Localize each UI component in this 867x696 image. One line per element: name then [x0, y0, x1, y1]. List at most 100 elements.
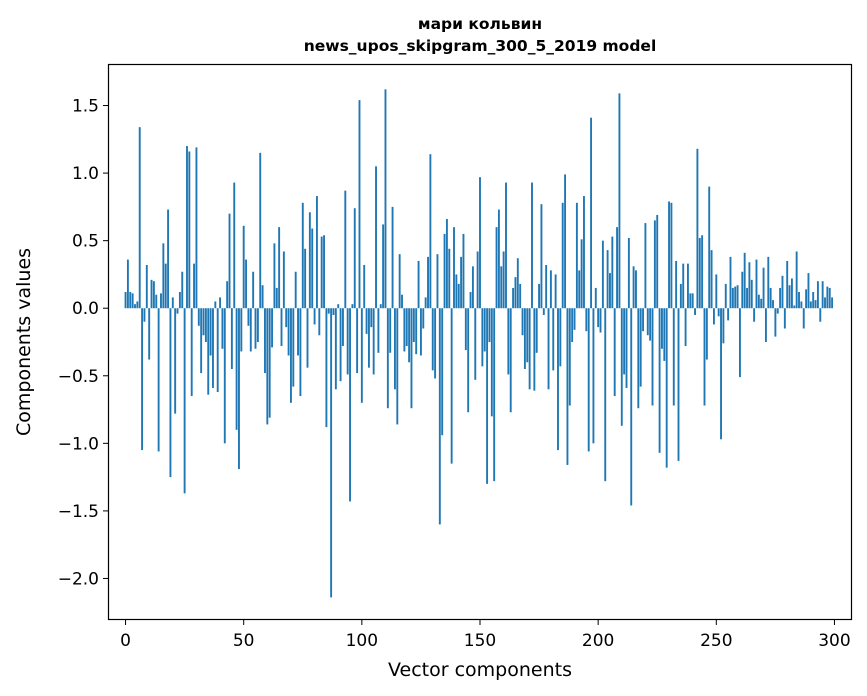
bar	[316, 196, 318, 309]
bar	[393, 308, 396, 390]
bar	[809, 301, 812, 309]
x-tick-label: 100	[346, 631, 378, 651]
bar	[781, 275, 784, 309]
bar	[245, 259, 247, 309]
bar	[795, 251, 798, 309]
bar	[542, 308, 545, 315]
bar	[490, 308, 493, 417]
bar	[507, 308, 510, 375]
bar	[249, 308, 252, 352]
bar	[644, 223, 647, 309]
bar	[684, 308, 687, 347]
bar	[755, 259, 758, 309]
bar	[720, 308, 722, 440]
bar	[611, 236, 614, 309]
bar	[675, 260, 678, 309]
bar	[816, 281, 819, 309]
bar	[479, 177, 481, 309]
bar	[186, 146, 188, 309]
bar	[509, 308, 512, 413]
bar	[167, 209, 170, 309]
y-tick-label: 1.0	[72, 164, 99, 184]
bar	[273, 243, 276, 309]
bar	[632, 266, 635, 309]
bar	[642, 308, 644, 332]
bar	[613, 308, 616, 397]
bar	[500, 266, 503, 309]
bar	[514, 277, 517, 309]
bar	[523, 308, 526, 370]
bar	[216, 308, 219, 392]
bar	[143, 308, 146, 322]
bar	[337, 304, 340, 309]
bar	[266, 308, 269, 425]
bar	[672, 308, 675, 406]
bar	[748, 262, 751, 309]
bar	[798, 292, 800, 309]
bar	[204, 308, 207, 342]
bar	[552, 308, 555, 371]
bar	[271, 308, 273, 348]
bar	[427, 256, 429, 309]
bar	[455, 274, 458, 309]
bar	[351, 304, 354, 309]
bar	[152, 281, 155, 309]
bar	[601, 240, 604, 309]
bar	[415, 308, 418, 355]
bar	[670, 202, 673, 309]
bar	[545, 264, 548, 309]
bar	[764, 308, 767, 342]
bar	[668, 201, 670, 309]
bar	[561, 202, 564, 309]
y-axis-label: Components values	[13, 248, 35, 436]
bar	[424, 297, 427, 309]
bar	[403, 308, 406, 352]
bar	[651, 308, 654, 406]
bar	[282, 251, 285, 309]
bar	[441, 308, 444, 436]
bar	[178, 292, 181, 309]
bar	[207, 308, 210, 395]
bar	[247, 308, 250, 326]
bar	[230, 308, 233, 370]
bar	[285, 308, 288, 328]
bar	[304, 248, 307, 309]
bar	[188, 151, 191, 309]
y-tick-label: −0.5	[58, 367, 99, 387]
bar	[349, 308, 351, 502]
bar	[557, 308, 559, 451]
x-tick-label: 150	[464, 631, 496, 651]
bar	[129, 292, 132, 309]
bar	[698, 237, 701, 309]
bar	[488, 308, 491, 342]
bar	[226, 281, 229, 309]
x-tick-label: 50	[233, 631, 255, 651]
bar	[819, 308, 822, 322]
bar	[516, 258, 519, 309]
bar	[278, 227, 281, 309]
bar	[242, 225, 245, 309]
bar	[342, 308, 344, 347]
y-axis-ticks: −2.0 −1.5 −1.0 −0.5 0.0 0.5 1.0 1.5	[58, 97, 109, 589]
bar	[831, 297, 834, 309]
bar	[594, 287, 597, 309]
bar	[583, 196, 585, 309]
bar	[682, 263, 685, 309]
bar	[663, 308, 666, 361]
bar	[665, 308, 668, 468]
bar	[724, 283, 727, 309]
bar	[219, 297, 222, 309]
bar	[715, 274, 718, 309]
bar	[301, 202, 304, 309]
bar	[639, 308, 642, 387]
bar	[625, 308, 628, 388]
bar	[375, 166, 377, 309]
bar	[379, 304, 382, 309]
bar	[505, 182, 507, 309]
bar	[807, 273, 810, 309]
bar	[788, 285, 791, 309]
bar	[559, 308, 562, 367]
bar	[254, 308, 257, 349]
y-tick-label: −2.0	[58, 569, 99, 589]
bar	[566, 308, 569, 465]
